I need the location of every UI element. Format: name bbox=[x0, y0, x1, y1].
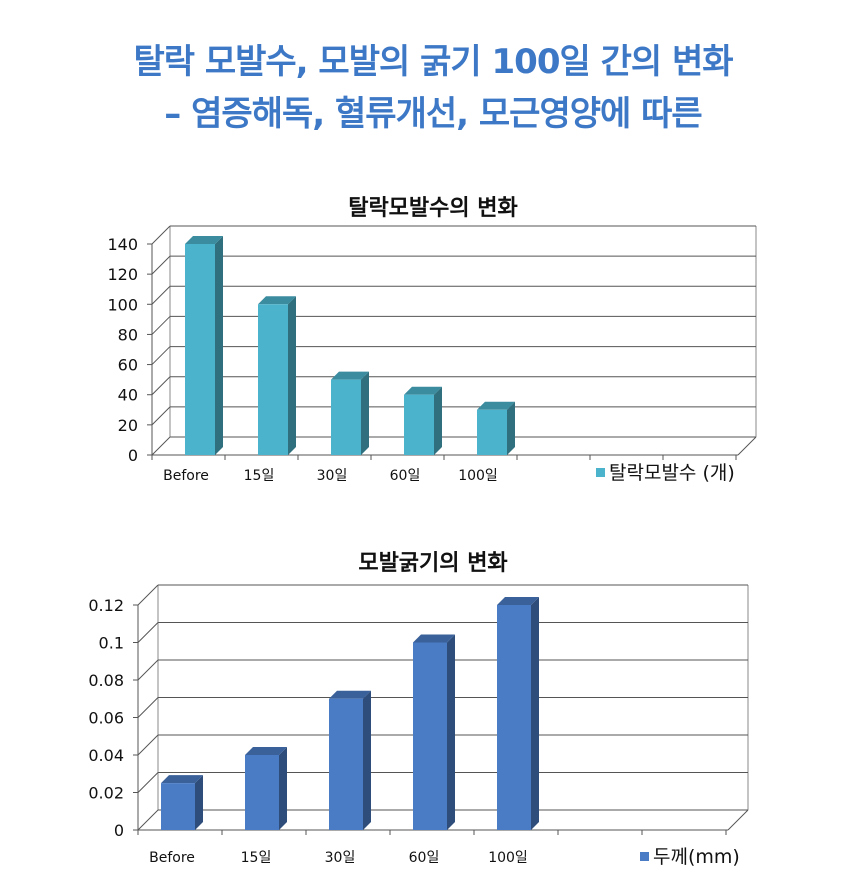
bar-front bbox=[258, 304, 288, 455]
bar-side bbox=[507, 401, 515, 455]
bar-side bbox=[279, 747, 287, 830]
legend-swatch bbox=[640, 852, 649, 861]
bar-front bbox=[245, 755, 279, 830]
side-wall-line bbox=[151, 376, 171, 396]
y-tick-label: 120 bbox=[107, 265, 138, 284]
y-tick-label: 100 bbox=[107, 295, 138, 314]
floor-right-edge bbox=[737, 436, 757, 456]
side-wall-line bbox=[137, 734, 159, 756]
x-category-label: Before bbox=[149, 850, 195, 866]
x-category-label: 60일 bbox=[409, 850, 440, 866]
bar-top bbox=[185, 236, 223, 244]
bar bbox=[331, 371, 369, 455]
bar-front bbox=[404, 394, 434, 455]
bar bbox=[245, 747, 287, 830]
bar-top bbox=[258, 296, 296, 305]
bar-front bbox=[497, 605, 531, 830]
x-category-label: 30일 bbox=[325, 850, 356, 866]
legend: 두께(mm) bbox=[640, 846, 740, 868]
floor-right-edge bbox=[727, 809, 749, 831]
headline-line-2: – 염증해독, 혈류개선, 모근영양에 따른 bbox=[164, 94, 702, 134]
side-wall-line bbox=[137, 584, 159, 606]
legend-label: 탈락모발수 (개) bbox=[609, 462, 735, 484]
bar-side bbox=[434, 386, 442, 455]
x-category-label: 30일 bbox=[317, 468, 348, 484]
bar bbox=[258, 296, 296, 455]
y-tick-label: 0.06 bbox=[88, 709, 124, 728]
x-category-label: Before bbox=[163, 468, 209, 484]
x-category-label: 60일 bbox=[390, 468, 421, 484]
side-wall-line bbox=[137, 809, 159, 831]
y-tick-label: 0.02 bbox=[88, 784, 124, 803]
y-tick-label: 80 bbox=[118, 325, 138, 344]
legend: 탈락모발수 (개) bbox=[596, 462, 735, 484]
side-wall-line bbox=[137, 697, 159, 718]
bar-front bbox=[477, 409, 507, 455]
x-category-label: 15일 bbox=[241, 850, 272, 866]
legend-swatch bbox=[596, 468, 605, 477]
bar-top bbox=[161, 775, 203, 784]
side-wall-line bbox=[151, 225, 171, 245]
bar-side bbox=[288, 296, 296, 455]
bar-top bbox=[404, 386, 442, 395]
bar-top bbox=[477, 401, 515, 410]
side-wall-line bbox=[151, 406, 171, 426]
y-tick-label: 0.08 bbox=[88, 671, 124, 690]
x-category-label: 100일 bbox=[458, 468, 498, 484]
bar-side bbox=[363, 690, 371, 830]
bar-side bbox=[215, 236, 223, 455]
bar-top bbox=[331, 371, 369, 380]
y-tick-label: 0.1 bbox=[99, 634, 124, 653]
y-tick-label: 40 bbox=[118, 386, 138, 405]
bar bbox=[404, 386, 442, 455]
side-wall-line bbox=[151, 346, 171, 365]
bar-side bbox=[195, 775, 203, 830]
bar-side bbox=[447, 634, 455, 830]
y-tick-label: 20 bbox=[118, 416, 138, 435]
x-category-label: 15일 bbox=[244, 468, 275, 484]
legend-label: 두께(mm) bbox=[653, 846, 740, 868]
side-wall-line bbox=[151, 436, 171, 456]
bar-side bbox=[361, 371, 369, 455]
bar-side bbox=[531, 597, 539, 830]
bar-top bbox=[413, 634, 455, 643]
x-category-label: 100일 bbox=[488, 850, 528, 866]
side-wall-line bbox=[151, 285, 171, 305]
side-wall-line bbox=[137, 659, 159, 681]
y-tick-label: 0 bbox=[114, 821, 124, 840]
bar-front bbox=[161, 783, 195, 830]
bar bbox=[497, 597, 539, 830]
side-wall-line bbox=[137, 772, 159, 793]
y-tick-label: 60 bbox=[118, 356, 138, 375]
bar-front bbox=[331, 379, 361, 455]
chart-1-title: 탈락모발수의 변화 bbox=[348, 196, 518, 221]
side-wall-line bbox=[151, 316, 171, 335]
y-tick-label: 0.04 bbox=[88, 746, 124, 765]
bar bbox=[329, 690, 371, 830]
y-tick-label: 140 bbox=[107, 235, 138, 254]
bar bbox=[185, 236, 223, 455]
bar-top bbox=[245, 747, 287, 755]
bar-front bbox=[329, 698, 363, 830]
bar bbox=[161, 775, 203, 830]
y-tick-label: 0.12 bbox=[88, 596, 124, 615]
bar-front bbox=[185, 244, 215, 455]
bar-front bbox=[413, 642, 447, 830]
side-wall-line bbox=[137, 622, 159, 643]
chart-2-title: 모발굵기의 변화 bbox=[358, 551, 508, 576]
bar-top bbox=[497, 597, 539, 605]
headline-line-1: 탈락 모발수, 모발의 굵기 100일 간의 변화 bbox=[133, 42, 733, 82]
side-wall-line bbox=[151, 255, 171, 275]
bar-top bbox=[329, 690, 371, 699]
bar bbox=[413, 634, 455, 830]
y-tick-label: 0 bbox=[128, 446, 138, 465]
bar bbox=[477, 401, 515, 455]
